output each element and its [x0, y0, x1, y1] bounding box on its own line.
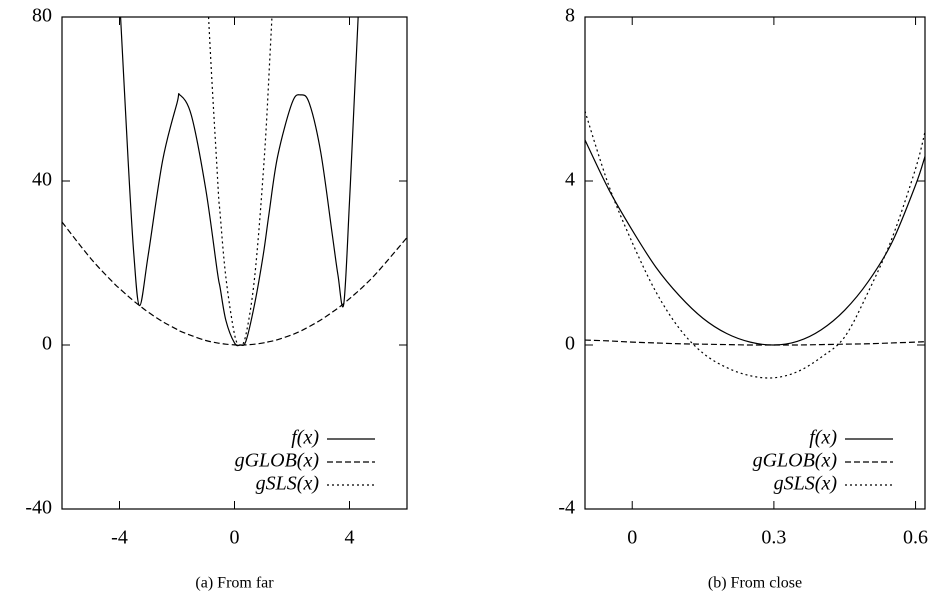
x-tick-label: 0.3: [761, 527, 786, 549]
x-tick-label: 0.6: [903, 527, 928, 549]
y-tick-label: 80: [32, 5, 52, 27]
x-tick-label: -4: [111, 527, 128, 549]
legend-label: gGLOB(x): [235, 450, 320, 472]
y-tick-label: 40: [32, 169, 52, 191]
caption: (a) From far: [195, 575, 274, 592]
line: [585, 111, 925, 379]
y-tick-label: 8: [565, 5, 575, 27]
legend-label: gSLS(x): [774, 473, 838, 495]
y-tick-label: 0: [42, 333, 52, 355]
x-tick-label: 0: [627, 527, 637, 549]
y-tick-label: 0: [565, 333, 575, 355]
line: [585, 339, 925, 346]
legend-label: gSLS(x): [256, 473, 320, 495]
y-tick-label: -40: [25, 497, 52, 519]
legend-label: gGLOB(x): [753, 450, 838, 472]
y-tick-label: -4: [558, 497, 575, 519]
line: [62, 221, 407, 346]
plot-frame: [584, 16, 926, 510]
legend-label: f(x): [809, 427, 837, 449]
caption: (b) From close: [708, 575, 802, 592]
y-tick-label: 4: [565, 169, 575, 191]
x-tick-label: 0: [230, 527, 240, 549]
legend-label: f(x): [291, 427, 319, 449]
line: [585, 139, 925, 346]
x-tick-label: 4: [345, 527, 355, 549]
plot-frame: [61, 16, 408, 510]
panel: -4 0 4 8 0 0.3 0.6 f(x)gGLOB(x)gSLS(x) (b) From …: [558, 5, 928, 592]
